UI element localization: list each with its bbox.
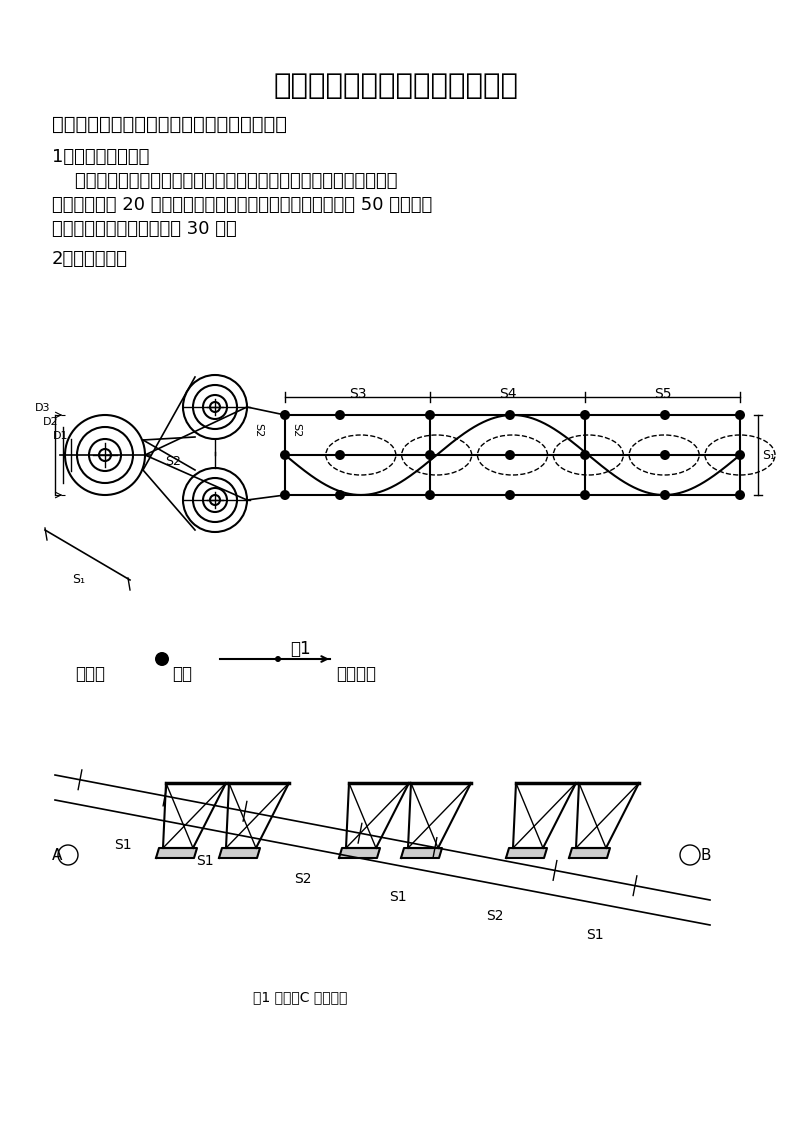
- Text: S2: S2: [291, 423, 301, 438]
- Circle shape: [580, 450, 590, 460]
- Circle shape: [660, 410, 670, 420]
- Circle shape: [77, 427, 133, 482]
- Text: S1: S1: [389, 891, 406, 904]
- Text: S₁: S₁: [72, 573, 85, 586]
- Circle shape: [183, 375, 247, 439]
- Polygon shape: [506, 848, 547, 858]
- Polygon shape: [401, 848, 442, 858]
- Circle shape: [275, 656, 281, 662]
- Text: 1、成绩评定组成：: 1、成绩评定组成：: [52, 148, 149, 166]
- Circle shape: [203, 488, 227, 512]
- Text: 力识别，满分 20 分；二、吊圆桶曲线运行、定点停放，满分 50 分；三、: 力识别，满分 20 分；二、吊圆桶曲线运行、定点停放，满分 50 分；三、: [52, 196, 432, 214]
- Circle shape: [99, 449, 111, 461]
- Circle shape: [680, 845, 700, 865]
- Circle shape: [65, 415, 145, 495]
- Circle shape: [425, 450, 435, 460]
- Text: 图中：: 图中：: [75, 665, 105, 683]
- Circle shape: [425, 490, 435, 500]
- Circle shape: [203, 395, 227, 419]
- Circle shape: [193, 385, 237, 429]
- Text: 桥门式起重机司机实操考试成绩评定由三部分组成：一、现场作业能: 桥门式起重机司机实操考试成绩评定由三部分组成：一、现场作业能: [52, 172, 397, 190]
- Text: S3: S3: [349, 387, 366, 401]
- Text: S2: S2: [293, 872, 311, 886]
- Polygon shape: [156, 848, 197, 858]
- Text: A: A: [52, 847, 63, 863]
- Text: 运行路线: 运行路线: [336, 665, 376, 683]
- Text: D3: D3: [35, 403, 51, 413]
- Circle shape: [425, 410, 435, 420]
- Polygon shape: [569, 848, 610, 858]
- Text: S2: S2: [165, 456, 181, 468]
- Circle shape: [660, 490, 670, 500]
- Circle shape: [193, 478, 237, 522]
- Circle shape: [660, 450, 670, 460]
- Text: 图1: 图1: [289, 640, 310, 657]
- Polygon shape: [339, 848, 380, 858]
- Circle shape: [280, 490, 290, 500]
- Circle shape: [580, 410, 590, 420]
- Circle shape: [735, 490, 745, 500]
- Circle shape: [89, 439, 121, 471]
- Circle shape: [580, 490, 590, 500]
- Circle shape: [335, 490, 345, 500]
- Text: D1: D1: [53, 431, 68, 441]
- Circle shape: [735, 450, 745, 460]
- Text: 图1 图中：C 起、终点: 图1 图中：C 起、终点: [253, 990, 347, 1004]
- Circle shape: [505, 490, 515, 500]
- Text: 桥门式起重机司机实操扣分细则: 桥门式起重机司机实操扣分细则: [274, 72, 519, 100]
- Circle shape: [335, 450, 345, 460]
- Text: S₁: S₁: [762, 449, 775, 461]
- Circle shape: [210, 402, 220, 412]
- Circle shape: [505, 450, 515, 460]
- Circle shape: [58, 845, 78, 865]
- Circle shape: [505, 410, 515, 420]
- Circle shape: [183, 468, 247, 532]
- Text: S2: S2: [253, 423, 263, 438]
- Circle shape: [155, 652, 169, 666]
- Text: 一、实操考试成绩评定组成及考试路线、方法: 一、实操考试成绩评定组成及考试路线、方法: [52, 114, 287, 134]
- Text: S4: S4: [499, 387, 516, 401]
- Text: 2、考试路线：: 2、考试路线：: [52, 250, 128, 268]
- Text: 吊圆桶通过高低框架，满分 30 分。: 吊圆桶通过高低框架，满分 30 分。: [52, 220, 237, 238]
- Text: 标杆: 标杆: [172, 665, 192, 683]
- Text: S1: S1: [113, 838, 132, 852]
- Text: S2: S2: [486, 909, 504, 923]
- Circle shape: [735, 410, 745, 420]
- Circle shape: [280, 410, 290, 420]
- Text: S1: S1: [586, 928, 603, 942]
- Circle shape: [210, 495, 220, 505]
- Text: D2: D2: [43, 417, 59, 427]
- Text: S5: S5: [653, 387, 671, 401]
- Text: B: B: [700, 847, 711, 863]
- Circle shape: [335, 410, 345, 420]
- Text: S1: S1: [196, 854, 214, 867]
- Circle shape: [280, 450, 290, 460]
- Polygon shape: [219, 848, 260, 858]
